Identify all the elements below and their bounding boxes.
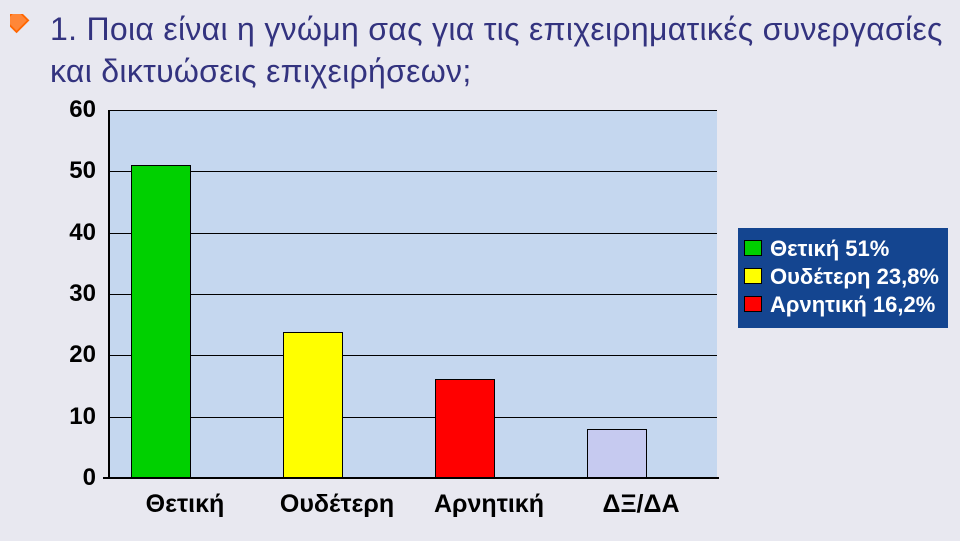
x-axis-line	[103, 477, 719, 479]
y-tick-label: 50	[69, 157, 96, 185]
y-axis-ticks: 0102030405060	[52, 110, 104, 478]
legend-label: Αρνητική 16,2%	[770, 292, 935, 318]
x-label: Θετική	[146, 490, 225, 519]
y-tick-label: 20	[69, 341, 96, 369]
legend-item: Θετική 51%	[744, 236, 942, 262]
bar	[131, 165, 191, 478]
y-axis-line	[108, 110, 110, 478]
legend-label: Θετική 51%	[770, 236, 889, 262]
x-label: Ουδέτερη	[280, 490, 394, 519]
legend-swatch	[744, 268, 762, 284]
y-tick-label: 30	[69, 280, 96, 308]
legend-swatch	[744, 296, 762, 312]
y-tick-label: 40	[69, 219, 96, 247]
x-label: Αρνητική	[434, 490, 544, 519]
bar	[283, 332, 343, 478]
legend: Θετική 51%Ουδέτερη 23,8%Αρνητική 16,2%	[738, 228, 948, 328]
x-axis-labels: Θετική Ουδέτερη Αρνητική ΔΞ/ΔΑ	[109, 490, 717, 526]
bar-chart: 0102030405060 ΘετικήΟυδέτερηΑρνητικήΔΞ/Δ…	[52, 110, 912, 530]
y-tick-label: 10	[69, 403, 96, 431]
bar	[587, 429, 647, 478]
legend-item: Αρνητική 16,2%	[744, 292, 942, 318]
y-tick-label: 0	[83, 464, 96, 492]
legend-label: Ουδέτερη 23,8%	[770, 264, 939, 290]
plot-area	[109, 110, 717, 478]
bars-container	[109, 110, 717, 478]
y-tick-label: 60	[69, 96, 96, 124]
x-label: ΔΞ/ΔΑ	[602, 490, 679, 519]
bar	[435, 379, 495, 478]
bullet-icon	[10, 14, 36, 40]
legend-item: Ουδέτερη 23,8%	[744, 264, 942, 290]
title-row: 1. Ποια είναι η γνώμη σας για τις επιχει…	[0, 0, 960, 94]
question-title: 1. Ποια είναι η γνώμη σας για τις επιχει…	[50, 8, 950, 92]
legend-swatch	[744, 240, 762, 256]
